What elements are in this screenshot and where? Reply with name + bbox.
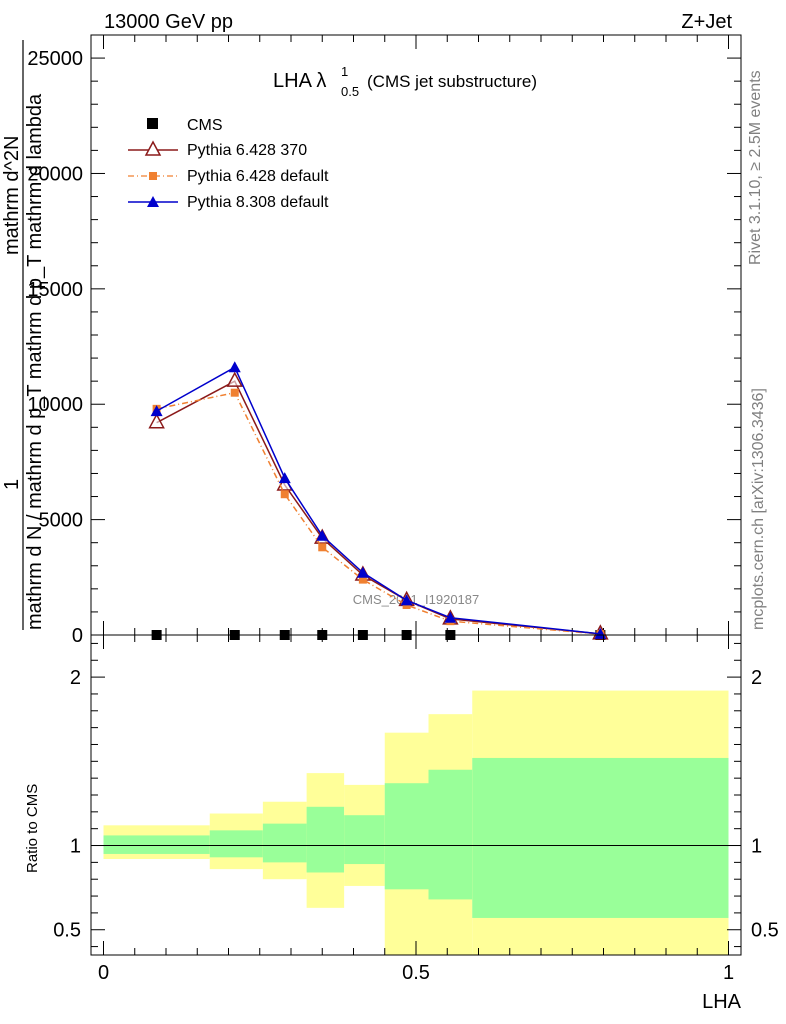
- main-y-tick-label: 0: [72, 625, 83, 647]
- ratio-band-green: [428, 769, 473, 900]
- ratio-y-tick-label-right: 2: [751, 667, 762, 689]
- ratio-y-axis-title: Ratio to CMS: [24, 784, 41, 873]
- data-point-pythia6-default: [358, 575, 367, 584]
- legend-entry-cms: CMS: [147, 117, 223, 134]
- data-point-pythia6-default: [280, 490, 289, 499]
- legend: CMS Pythia 6.428 370 Pythia 6.428 defaul…: [128, 117, 329, 211]
- series-line-3: [156, 366, 601, 635]
- ratio-x-ticks: 0 0.5 1: [98, 635, 734, 984]
- y-axis-overlay: mathrm d^2N: [1, 136, 23, 255]
- legend-entry-pythia8-default: Pythia 8.308 default: [128, 194, 329, 211]
- y-axis-denominator: mathrm d N / mathrm d p_T mathrm d p_T m…: [24, 93, 46, 630]
- data-point-pythia6-default: [230, 388, 239, 397]
- energy-label: 13000 GeV pp: [104, 11, 233, 33]
- x-axis-title: LHA: [702, 991, 742, 1013]
- data-point-pythia8-default: [228, 361, 241, 373]
- ratio-band-green: [472, 757, 729, 918]
- title-main: LHA λ: [273, 70, 326, 92]
- legend-entry-pythia6-default: Pythia 6.428 default: [128, 168, 329, 185]
- legend-label-cms: CMS: [187, 117, 223, 134]
- ratio-x-tick-label: 1: [723, 962, 734, 984]
- ratio-x-tick-label: 0: [98, 962, 109, 984]
- ratio-band-green: [262, 823, 307, 863]
- ratio-y-tick-label-right: 1: [751, 836, 762, 858]
- data-point-pythia8-default: [278, 472, 291, 484]
- main-y-axis-title: mathrm d N / mathrm d p_T mathrm d p_T m…: [1, 40, 46, 630]
- ratio-x-tick-label: 0.5: [402, 962, 430, 984]
- title-subscript: 0.5: [341, 84, 359, 99]
- mcplots-label: mcplots.cern.ch [arXiv:1306.3436]: [750, 388, 767, 630]
- data-point-pythia8-default: [444, 611, 457, 623]
- y-axis-numerator: 1: [1, 479, 23, 490]
- ratio-panel: 0.5 0.51 12 2 0 0.5 1 Ratio to CMS LHA: [24, 634, 779, 1013]
- legend-label-pythia8-default: Pythia 8.308 default: [187, 194, 329, 211]
- main-y-tick-label: 10000: [27, 394, 83, 416]
- ratio-y-tick-label-right: 0.5: [751, 920, 779, 942]
- legend-marker-pythia6-370: [144, 140, 162, 156]
- legend-label-pythia6-default: Pythia 6.428 default: [187, 168, 329, 185]
- legend-entry-pythia6-370: Pythia 6.428 370: [128, 140, 307, 159]
- title-suffix: (CMS jet substructure): [367, 72, 537, 91]
- legend-marker-pythia8-default: [147, 196, 159, 207]
- rivet-label: Rivet 3.1.10, ≥ 2.5M events: [747, 70, 764, 265]
- main-series: [148, 361, 609, 640]
- ratio-y-tick-label-left: 0.5: [53, 920, 81, 942]
- ratio-band-green: [306, 806, 345, 873]
- data-point-pythia6-370: [226, 371, 244, 387]
- data-point-pythia8-default: [316, 529, 329, 541]
- legend-label-pythia6-370: Pythia 6.428 370: [187, 142, 307, 159]
- series-line-2: [156, 391, 601, 635]
- main-y-ticks: 0 5000 10000 15000 20000 25000: [27, 34, 741, 647]
- data-point-pythia6-default: [318, 543, 327, 552]
- main-panel: 0 5000 10000 15000 20000 25000 CMS_2021_I1920…: [27, 34, 742, 647]
- ratio-band-green: [103, 835, 210, 854]
- data-point-pythia6-370: [148, 413, 165, 429]
- legend-marker-pythia6-default: [149, 172, 157, 180]
- series-line-1: [156, 380, 601, 635]
- watermark: CMS_2021_I1920187: [353, 592, 480, 607]
- data-point-pythia8-default: [150, 405, 163, 417]
- ratio-band-green: [209, 830, 263, 858]
- main-y-tick-label: 25000: [27, 48, 83, 70]
- main-y-tick-label: 5000: [39, 510, 84, 532]
- title-superscript: 1: [341, 64, 348, 79]
- process-label: Z+Jet: [681, 11, 732, 33]
- ratio-band-green: [384, 783, 429, 890]
- data-point-pythia8-default: [400, 594, 413, 606]
- main-y-tick-label: 20000: [27, 163, 83, 185]
- data-point-pythia8-default: [356, 566, 369, 578]
- legend-marker-cms: [147, 118, 158, 129]
- plot-title: LHA λ 1 0.5 (CMS jet substructure): [273, 64, 537, 99]
- ratio-y-tick-label-left: 2: [70, 667, 81, 689]
- ratio-y-ticks: 0.5 0.5 1 1 2 2: [53, 642, 779, 948]
- ratio-band-green: [344, 815, 385, 865]
- main-y-tick-label: 15000: [27, 279, 83, 301]
- ratio-y-tick-label-left: 1: [70, 836, 81, 858]
- ratio-bands: [103, 690, 729, 955]
